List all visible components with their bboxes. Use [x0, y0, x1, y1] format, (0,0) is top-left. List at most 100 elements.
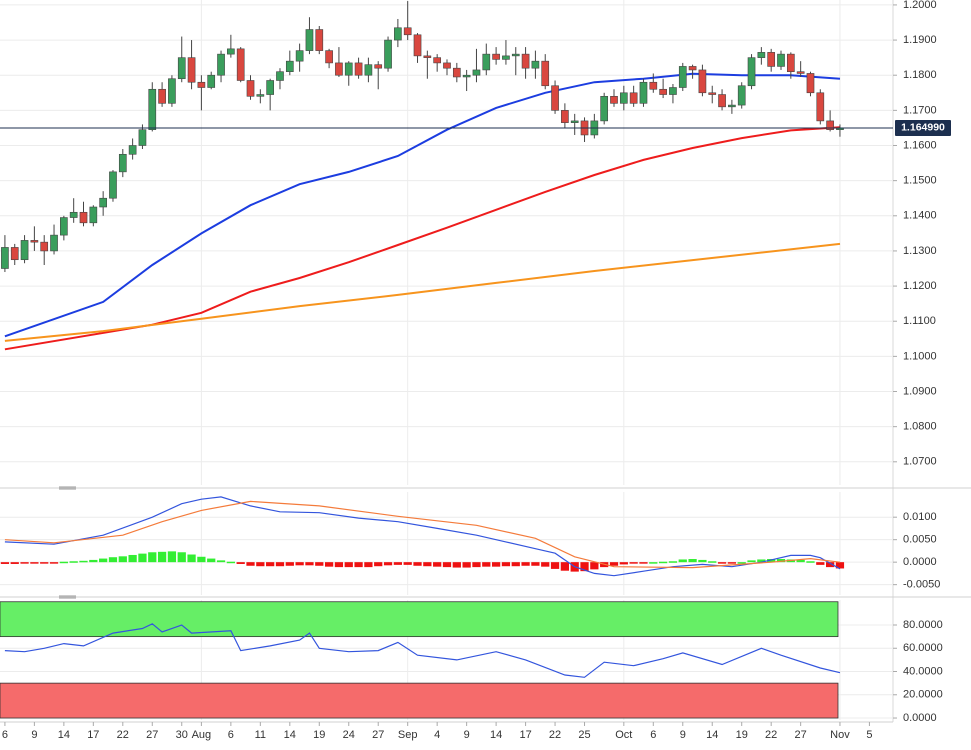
- histogram-bar: [757, 559, 766, 563]
- histogram-bar: [452, 562, 461, 568]
- x-tick-label: 22: [549, 729, 561, 741]
- candle-body: [708, 92, 717, 95]
- x-tick-label: 9: [31, 729, 37, 741]
- histogram-bar: [315, 562, 324, 566]
- histogram-bar: [216, 560, 226, 563]
- histogram-bar: [354, 562, 363, 568]
- y-tick-label: 0.0050: [903, 534, 937, 546]
- candle-body: [197, 81, 206, 88]
- x-tick-label: Sep: [398, 729, 418, 741]
- y-tick-label: 1.1200: [903, 280, 937, 292]
- histogram-bar: [157, 551, 167, 563]
- histogram-bar: [30, 562, 39, 564]
- histogram-bar: [138, 553, 147, 563]
- x-tick-label: 19: [736, 729, 748, 741]
- histogram-bar: [698, 559, 707, 563]
- x-tick-label: 9: [680, 729, 686, 741]
- x-tick-label: 19: [313, 729, 325, 741]
- candle-body: [20, 240, 29, 261]
- y-tick-label: 80.0000: [903, 619, 943, 631]
- candle-body: [89, 206, 98, 224]
- histogram-bar: [79, 560, 88, 563]
- candle-body: [315, 29, 324, 51]
- candle-body: [433, 57, 442, 64]
- panel-marks: [0, 496, 845, 577]
- histogram-bar: [717, 562, 727, 564]
- candle-body: [669, 87, 677, 95]
- histogram-bar: [324, 562, 334, 567]
- candle-body: [728, 104, 736, 108]
- candle-body: [502, 55, 510, 60]
- candle-body: [187, 57, 196, 83]
- candle-body: [344, 62, 353, 76]
- x-tick-label: Aug: [192, 729, 212, 741]
- histogram-bar: [619, 562, 628, 565]
- x-tick-label: 17: [87, 729, 99, 741]
- candle-body: [207, 74, 216, 88]
- candle-body: [629, 92, 638, 104]
- candle-body: [118, 153, 127, 173]
- x-tick-label: 14: [490, 729, 502, 741]
- histogram-bar: [541, 562, 550, 567]
- histogram-bar: [423, 562, 432, 567]
- histogram-bar: [334, 562, 344, 568]
- candle-body: [276, 71, 284, 81]
- zone: [0, 682, 839, 719]
- histogram-bar: [796, 559, 805, 563]
- candle-body: [158, 88, 166, 104]
- candle-body: [698, 69, 707, 94]
- x-tick-label: 6: [228, 729, 234, 741]
- x-tick-label: 24: [343, 729, 355, 741]
- indicator-line: [4, 496, 841, 577]
- histogram-bar: [403, 562, 412, 565]
- y-tick-label: 1.1400: [903, 210, 937, 222]
- candle-body: [384, 39, 392, 69]
- candle-body: [394, 27, 402, 41]
- y-tick-label: -0.0050: [903, 579, 940, 591]
- y-tick-label: 60.0000: [903, 642, 943, 654]
- histogram-bar: [747, 560, 756, 563]
- panel-grip[interactable]: [59, 595, 76, 599]
- histogram-bar: [364, 562, 373, 568]
- candle-body: [217, 53, 225, 76]
- y-tick-label: 1.1700: [903, 104, 937, 116]
- x-tick-label: 17: [519, 729, 531, 741]
- x-tick-label: 30: [176, 729, 188, 741]
- histogram-bar: [668, 561, 678, 563]
- x-tick-label: 22: [765, 729, 777, 741]
- x-tick-label: 14: [284, 729, 296, 741]
- histogram-bar: [658, 561, 668, 564]
- candle-body: [325, 50, 333, 64]
- histogram-bar: [266, 562, 275, 567]
- histogram-bar: [521, 562, 530, 566]
- histogram-bar: [737, 562, 746, 564]
- x-tick-label: 5: [866, 729, 872, 741]
- x-tick-label: 27: [795, 729, 807, 741]
- y-tick-label: 1.1900: [903, 34, 937, 46]
- histogram-bar: [639, 562, 648, 564]
- candle-body: [236, 48, 245, 81]
- histogram-bar: [629, 562, 638, 564]
- y-tick-label: 1.1000: [903, 350, 937, 362]
- histogram-bar: [835, 562, 845, 569]
- x-tick-label: Oct: [615, 729, 632, 741]
- candle-body: [796, 71, 805, 74]
- histogram-bar: [108, 557, 118, 563]
- histogram-bar: [246, 562, 255, 566]
- histogram-bar: [482, 562, 491, 567]
- candle-body: [109, 171, 117, 199]
- histogram-bar: [49, 562, 59, 564]
- y-tick-label: 1.1300: [903, 245, 937, 257]
- candle-body: [737, 85, 746, 106]
- histogram-bar: [226, 561, 235, 564]
- y-tick-label: 0.0000: [903, 712, 937, 724]
- y-tick-label: 1.0900: [903, 385, 937, 397]
- candle-body: [561, 110, 569, 123]
- panel-grip[interactable]: [59, 486, 76, 490]
- y-tick-label: 1.0800: [903, 421, 937, 433]
- y-tick-label: 0.0000: [903, 556, 937, 568]
- candle-body: [816, 92, 825, 122]
- candle-body: [79, 211, 88, 224]
- x-tick-label: 25: [578, 729, 590, 741]
